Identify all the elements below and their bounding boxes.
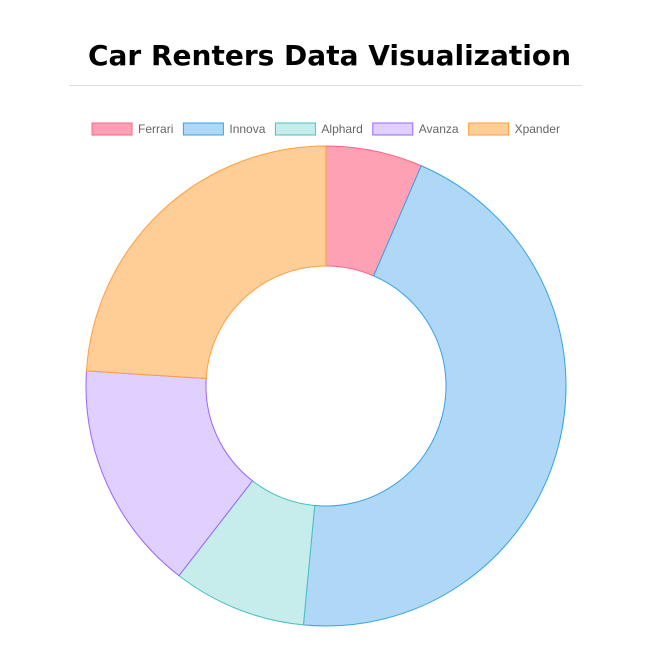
page-title: Car Renters Data Visualization [87,39,572,72]
legend-swatch-innova [182,122,224,136]
chart-legend: Ferrari Innova Alphard Avanza Xpander [91,122,560,136]
chart-slices [85,145,567,627]
legend-swatch-avanza [372,122,414,136]
legend-item-alphard[interactable]: Alphard [274,122,363,136]
legend-label-xpander: Xpander [515,122,560,136]
legend-label-ferrari: Ferrari [138,122,173,136]
legend-swatch-ferrari [91,122,133,136]
slice-innova[interactable] [302,165,567,627]
legend-label-innova: Innova [229,122,265,136]
title-divider [69,85,582,86]
legend-label-avanza: Avanza [419,122,459,136]
legend-item-avanza[interactable]: Avanza [372,122,459,136]
legend-swatch-alphard [274,122,316,136]
legend-item-xpander[interactable]: Xpander [468,122,560,136]
slice-xpander[interactable] [85,145,327,379]
slice-avanza[interactable] [85,370,253,577]
legend-item-ferrari[interactable]: Ferrari [91,122,173,136]
legend-item-innova[interactable]: Innova [182,122,266,136]
legend-label-alphard: Alphard [321,122,362,136]
legend-swatch-xpander [468,122,510,136]
